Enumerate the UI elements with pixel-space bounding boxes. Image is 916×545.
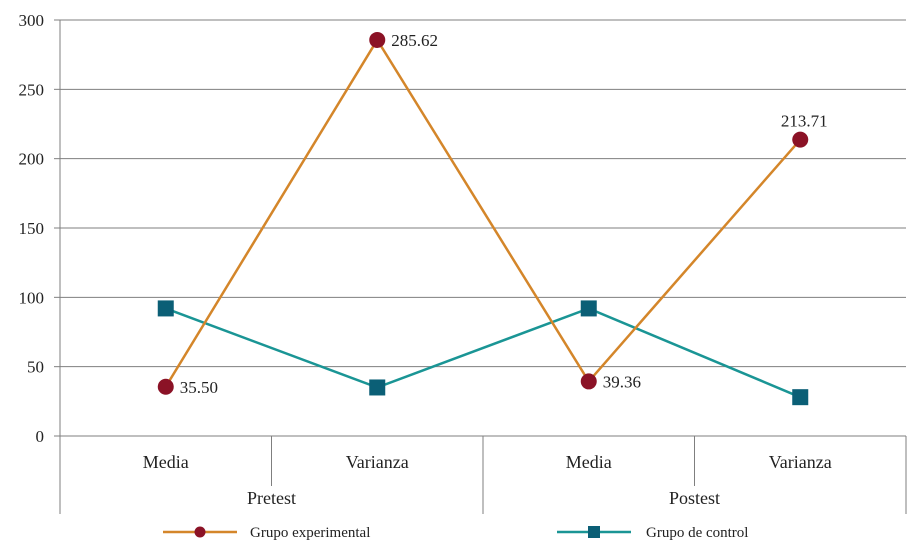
data-point bbox=[157, 300, 174, 317]
legend-label: Grupo de control bbox=[646, 525, 748, 541]
data-point bbox=[157, 378, 174, 395]
x-tick-label: Media bbox=[143, 452, 189, 472]
x-tick-label: Media bbox=[566, 452, 612, 472]
data-point bbox=[792, 131, 809, 148]
data-label: 285.62 bbox=[391, 31, 438, 50]
data-point bbox=[580, 300, 597, 317]
y-tick-label: 250 bbox=[19, 80, 45, 99]
data-point bbox=[580, 373, 597, 390]
data-label: 39.36 bbox=[603, 372, 641, 391]
legend-marker bbox=[588, 526, 600, 538]
x-axis: Media Varianza Media Varianza Pretest Postest bbox=[59, 436, 907, 514]
series-line-1 bbox=[165, 307, 801, 399]
series-layer: 35.50 285.62 39.36 213.71 bbox=[157, 31, 828, 406]
data-point bbox=[792, 389, 809, 406]
grid-lines bbox=[54, 19, 906, 437]
x-tick-label: Varianza bbox=[769, 452, 832, 472]
y-tick-label: 100 bbox=[19, 288, 45, 307]
y-axis-ticks: 0 50 100 150 200 250 300 bbox=[19, 11, 45, 446]
series-line-0 bbox=[164, 37, 802, 388]
y-tick-label: 50 bbox=[27, 358, 44, 377]
y-tick-label: 150 bbox=[19, 219, 45, 238]
x-group-label: Postest bbox=[669, 488, 720, 508]
legend-label: Grupo experimental bbox=[250, 525, 370, 541]
x-group-label: Pretest bbox=[247, 488, 296, 508]
y-tick-label: 0 bbox=[36, 427, 45, 446]
y-tick-label: 200 bbox=[19, 150, 45, 169]
data-point bbox=[369, 31, 386, 48]
x-tick-label: Varianza bbox=[346, 452, 409, 472]
data-label: 213.71 bbox=[781, 112, 828, 131]
legend: Grupo experimental Grupo de control bbox=[163, 525, 748, 541]
legend-marker bbox=[194, 526, 206, 538]
data-point bbox=[369, 379, 386, 396]
y-tick-label: 300 bbox=[19, 11, 45, 30]
data-label: 35.50 bbox=[180, 378, 218, 397]
